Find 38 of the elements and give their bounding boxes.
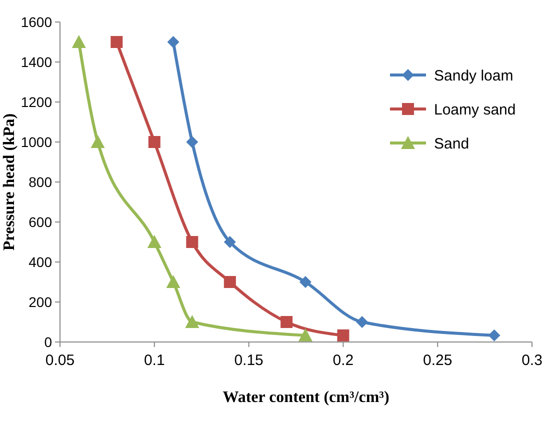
- y-axis-title: Pressure head (kPa): [1, 113, 18, 251]
- x-tick-label: 0.3: [522, 352, 542, 369]
- point: [298, 328, 312, 342]
- point: [90, 135, 105, 148]
- x-tick-label: 0.25: [423, 352, 452, 369]
- legend-label: Loamy sand: [434, 101, 516, 118]
- legend-label: Sandy loam: [434, 67, 514, 84]
- point: [488, 329, 500, 342]
- point: [166, 275, 180, 288]
- x-axis-title: Water content (cm³/cm³): [222, 389, 390, 406]
- point: [280, 316, 293, 328]
- point: [356, 316, 368, 328]
- point: [299, 276, 312, 288]
- y-tick-label: 1200: [20, 94, 52, 110]
- x-tick-label: 0.1: [144, 352, 165, 369]
- y-tick-label: 1600: [20, 14, 52, 30]
- point: [148, 136, 160, 148]
- point: [224, 276, 236, 288]
- y-tick-label: 200: [28, 294, 52, 310]
- point: [337, 329, 350, 342]
- x-tick-label: 0.15: [234, 352, 264, 369]
- point: [186, 236, 198, 248]
- point: [167, 36, 180, 48]
- y-tick-label: 600: [28, 214, 52, 230]
- legend-label: Sand: [434, 135, 470, 152]
- y-tick-label: 800: [28, 174, 52, 190]
- y-tick-label: 1400: [20, 54, 52, 70]
- x-tick-label: 0.2: [332, 352, 354, 369]
- y-tick-label: 400: [28, 254, 52, 270]
- x-tick-label: 0.05: [45, 352, 75, 369]
- y-tick-label: 0: [44, 334, 52, 350]
- point: [185, 315, 200, 328]
- point: [72, 35, 86, 48]
- point: [110, 36, 123, 48]
- point: [224, 236, 236, 248]
- y-tick-label: 1000: [20, 134, 52, 150]
- point: [186, 136, 198, 148]
- point: [147, 235, 162, 248]
